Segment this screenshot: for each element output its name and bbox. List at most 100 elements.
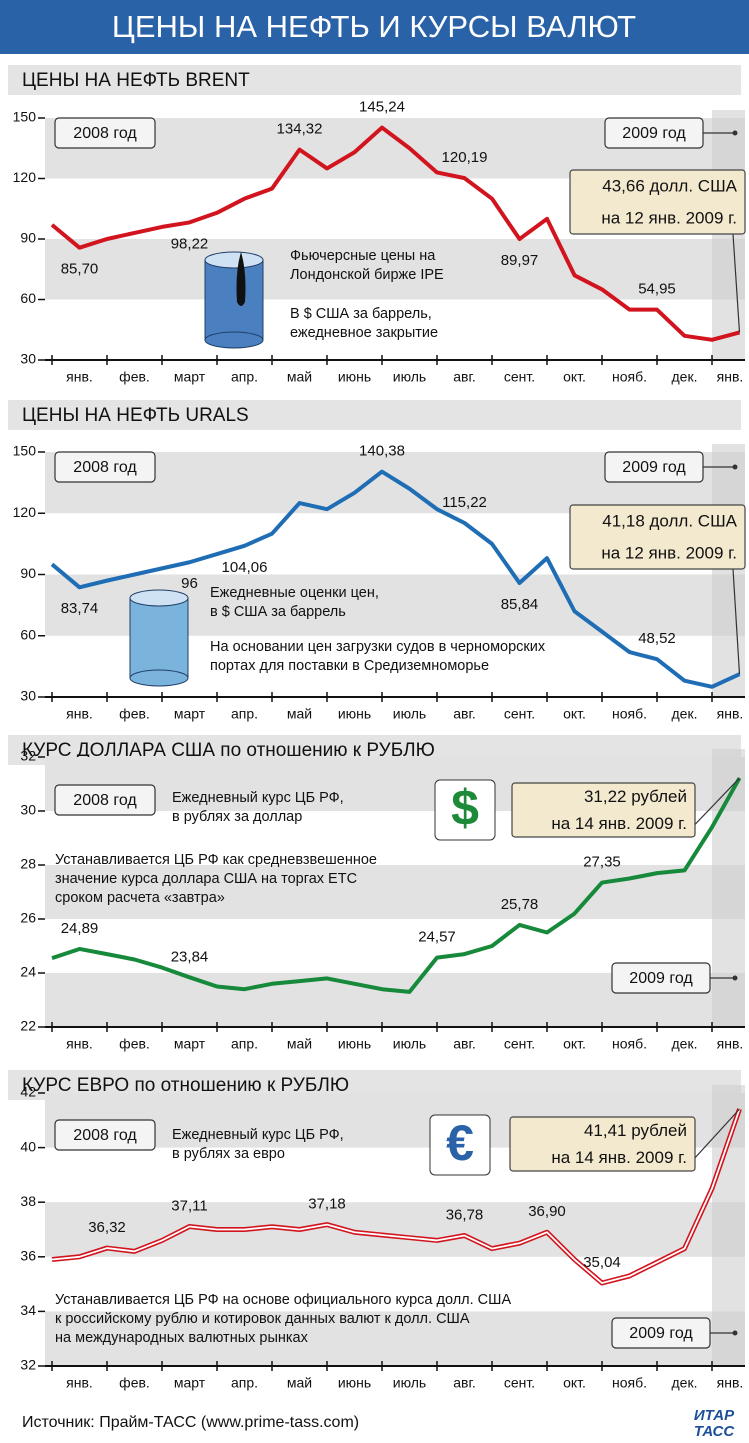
note: Ежедневные оценки цен, — [210, 585, 379, 601]
grid-band — [45, 239, 745, 300]
data-label: 43,66 долл. США — [602, 176, 737, 195]
y-tick-label: 120 — [13, 169, 37, 185]
data-label: 27,35 — [583, 854, 621, 871]
grid-band — [45, 1202, 745, 1257]
data-label: 140,38 — [359, 443, 405, 460]
data-label: 104,06 — [222, 559, 268, 576]
note: значение курса доллара США на торгах ЕТС — [55, 871, 357, 887]
x-tick-label: апр. — [231, 706, 258, 722]
note: Устанавливается ЦБ РФ как средневзвешенн… — [55, 852, 377, 868]
x-tick-label: июль — [393, 706, 426, 722]
chart-title: КУРС ЕВРО по отношению к РУБЛЮ — [22, 1075, 349, 1096]
data-label: 96 — [181, 575, 198, 592]
chart: КУРС ДОЛЛАРА США по отношению к РУБЛЮ 22 2… — [8, 735, 745, 1052]
x-tick-label: окт. — [563, 369, 586, 385]
line — [50, 469, 741, 689]
note: Ежедневный курс ЦБ РФ, — [172, 790, 344, 806]
x-tick-label: июнь — [338, 1036, 371, 1052]
callout-box — [511, 782, 696, 838]
note: Ежедневный курс ЦБ РФ, — [172, 1127, 344, 1143]
note: ежедневное закрытие — [290, 325, 438, 341]
x-tick-label: нояб. — [612, 1036, 647, 1052]
y-tick-label: 28 — [20, 856, 36, 872]
x-tick-label: июнь — [338, 369, 371, 385]
data-label: на 14 янв. 2009 г. — [551, 1148, 687, 1167]
chart-title: ЦЕНЫ НА НЕФТЬ BRENT — [22, 70, 250, 91]
x-tick-label: янв. — [66, 1375, 93, 1391]
y-tick-label: 60 — [20, 626, 36, 642]
x-tick-label: янв. — [717, 1036, 744, 1052]
grid-band — [45, 865, 745, 919]
x-tick-label: июль — [393, 1036, 426, 1052]
oil-drop — [236, 252, 246, 306]
data-label: 36,32 — [88, 1219, 126, 1236]
dollar-icon — [434, 779, 496, 841]
y-tick-label: 150 — [13, 443, 37, 459]
pointer-dot — [732, 975, 738, 981]
data-label: 85,70 — [61, 261, 99, 278]
y-tick-label: 34 — [20, 1302, 36, 1318]
y-tick-label: 38 — [20, 1193, 36, 1209]
note: На основании цен загрузки судов в черном… — [210, 639, 546, 655]
callout-box — [569, 504, 746, 570]
x-tick-label: сент. — [504, 1375, 535, 1391]
barrel-icon — [204, 251, 264, 269]
callout-box — [569, 169, 746, 235]
period-label: 2008 год — [73, 792, 137, 809]
logo-text: ИТАР — [694, 1407, 735, 1424]
callout-pointer — [732, 233, 741, 333]
y-tick-label: 40 — [20, 1138, 36, 1154]
x-tick-label: авг. — [453, 706, 476, 722]
data-label: 25,78 — [501, 896, 539, 913]
data-label: 31,22 рублей — [584, 787, 687, 806]
year-2009-strip — [712, 444, 745, 697]
x-tick-label: март — [174, 369, 206, 385]
x-tick-label: авг. — [453, 1375, 476, 1391]
data-label: 98,22 — [171, 235, 209, 252]
x-tick-label: сент. — [504, 1036, 535, 1052]
page-title: ЦЕНЫ НА НЕФТЬ И КУРСЫ ВАЛЮТ — [112, 9, 636, 44]
logo-text: ТАСС — [694, 1423, 736, 1440]
data-label: 23,84 — [171, 948, 209, 965]
x-tick-label: окт. — [563, 1036, 586, 1052]
data-label: 89,97 — [501, 252, 539, 269]
euro-icon — [429, 1114, 491, 1176]
euro-icon-glyph: € — [446, 1115, 474, 1171]
x-tick-label: май — [287, 706, 312, 722]
note: на международных валютных рынках — [55, 1330, 309, 1346]
callout-box — [509, 1116, 696, 1172]
period-label: 2009 год — [622, 125, 686, 142]
header-bar — [0, 0, 749, 54]
chart: ЦЕНЫ НА НЕФТЬ URALS 30 60 90 120 150 янв. фев. м… — [8, 400, 746, 722]
y-tick-label: 120 — [13, 504, 37, 520]
line — [50, 125, 741, 342]
x-tick-label: май — [287, 1375, 312, 1391]
chart: КУРС ЕВРО по отношению к РУБЛЮ 32 34 36 38 40… — [8, 1070, 745, 1391]
x-tick-label: май — [287, 369, 312, 385]
y-tick-label: 30 — [20, 688, 36, 704]
x-tick-label: авг. — [453, 1036, 476, 1052]
x-tick-label: янв. — [66, 369, 93, 385]
data-label: 24,89 — [61, 920, 99, 937]
x-tick-label: янв. — [717, 706, 744, 722]
year-2009-strip — [712, 1085, 745, 1366]
line-inner — [51, 1108, 741, 1284]
x-tick-label: фев. — [119, 706, 150, 722]
x-tick-label: дек. — [672, 706, 698, 722]
x-tick-label: янв. — [717, 1375, 744, 1391]
y-tick-label: 36 — [20, 1248, 36, 1264]
x-tick-label: апр. — [231, 1375, 258, 1391]
x-tick-label: сент. — [504, 706, 535, 722]
data-label: 134,32 — [277, 121, 323, 138]
barrel-icon — [129, 589, 189, 607]
y-tick-label: 60 — [20, 290, 36, 306]
chart: ЦЕНЫ НА НЕФТЬ BRENT 30 60 90 120 150 янв. фев. м… — [8, 65, 746, 385]
note: Фьючерсные цены на — [290, 248, 436, 264]
note: сроком расчета «завтра» — [55, 890, 225, 906]
data-label: 85,84 — [501, 596, 539, 613]
data-label: на 12 янв. 2009 г. — [601, 543, 737, 562]
y-tick-label: 32 — [20, 1357, 36, 1373]
x-tick-label: март — [174, 1375, 206, 1391]
section-bar — [8, 65, 741, 95]
x-tick-label: дек. — [672, 1036, 698, 1052]
